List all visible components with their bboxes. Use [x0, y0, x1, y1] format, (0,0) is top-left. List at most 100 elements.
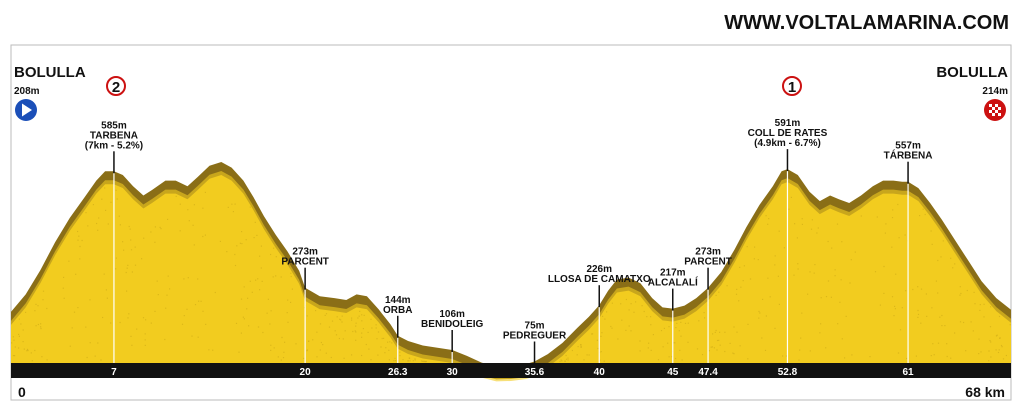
texture-dot — [308, 340, 310, 342]
texture-dot — [604, 318, 606, 320]
texture-dot — [635, 301, 637, 303]
texture-dot — [895, 273, 897, 275]
texture-dot — [306, 350, 308, 352]
texture-dot — [81, 239, 83, 242]
finish-altitude: 214m — [982, 86, 1008, 97]
texture-dot — [130, 239, 132, 241]
texture-dot — [75, 273, 77, 275]
texture-dot — [937, 292, 939, 294]
texture-dot — [743, 265, 745, 267]
texture-dot — [35, 303, 37, 305]
texture-dot — [767, 277, 769, 279]
texture-dot — [167, 275, 169, 277]
texture-dot — [261, 280, 263, 282]
texture-dot — [331, 320, 334, 322]
texture-dot — [738, 300, 740, 302]
texture-dot — [673, 342, 675, 344]
texture-dot — [577, 346, 579, 348]
texture-dot — [714, 331, 716, 333]
texture-dot — [641, 305, 643, 307]
texture-dot — [933, 354, 935, 356]
texture-dot — [193, 204, 195, 206]
texture-dot — [599, 359, 601, 361]
texture-dot — [351, 317, 353, 319]
texture-dot — [68, 260, 70, 262]
texture-dot — [603, 360, 605, 362]
texture-dot — [142, 317, 145, 319]
texture-dot — [790, 196, 792, 198]
texture-dot — [764, 349, 767, 351]
texture-dot — [742, 280, 744, 282]
texture-dot — [22, 341, 24, 343]
texture-dot — [78, 235, 80, 237]
texture-dot — [816, 232, 818, 234]
texture-dot — [389, 341, 391, 343]
terrain-texture — [11, 187, 1011, 363]
distance-axis-bar — [11, 363, 1011, 378]
texture-dot — [712, 333, 714, 335]
site-title[interactable]: WWW.VOLTALAMARINA.COM — [724, 12, 1009, 34]
texture-dot — [12, 355, 15, 357]
distance-tick-label: 30 — [447, 367, 459, 378]
texture-dot — [974, 303, 976, 305]
texture-dot — [354, 330, 356, 332]
texture-dot — [394, 357, 396, 359]
texture-dot — [270, 344, 272, 346]
texture-dot — [904, 234, 906, 236]
texture-dot — [959, 286, 961, 288]
texture-dot — [97, 229, 99, 231]
distance-tick-label: 61 — [902, 367, 914, 378]
texture-dot — [891, 217, 894, 219]
waypoint-note: (4.9km - 6.7%) — [754, 138, 821, 149]
texture-dot — [891, 246, 893, 248]
texture-dot — [186, 308, 188, 310]
texture-dot — [919, 215, 921, 217]
texture-dot — [325, 313, 328, 315]
texture-dot — [768, 218, 770, 220]
texture-dot — [115, 189, 117, 191]
texture-dot — [260, 245, 262, 247]
texture-dot — [716, 339, 719, 342]
texture-dot — [402, 359, 404, 361]
texture-dot — [596, 339, 598, 341]
texture-dot — [101, 198, 103, 200]
texture-dot — [273, 347, 275, 349]
waypoint-alt: 144m — [385, 295, 411, 306]
texture-dot — [355, 331, 357, 333]
texture-dot — [242, 316, 244, 318]
texture-dot — [740, 286, 742, 288]
texture-dot — [115, 268, 117, 270]
texture-dot — [739, 266, 741, 268]
texture-dot — [774, 255, 776, 257]
waypoint-alt: 557m — [895, 141, 921, 152]
texture-dot — [127, 264, 129, 266]
waypoint-alt: 591m — [775, 118, 801, 129]
texture-dot — [231, 203, 233, 205]
texture-dot — [778, 303, 780, 305]
waypoint-name: PARCENT — [684, 257, 732, 268]
texture-dot — [836, 223, 839, 225]
texture-dot — [736, 331, 738, 333]
texture-dot — [1000, 344, 1003, 347]
texture-dot — [718, 291, 720, 293]
texture-dot — [316, 331, 318, 333]
texture-dot — [601, 332, 603, 334]
texture-dot — [950, 357, 952, 359]
texture-dot — [668, 326, 670, 328]
texture-dot — [883, 265, 885, 268]
texture-dot — [788, 208, 790, 210]
texture-dot — [27, 349, 29, 352]
texture-dot — [126, 267, 128, 269]
texture-dot — [597, 347, 599, 350]
texture-dot — [280, 276, 282, 278]
texture-dot — [150, 231, 152, 233]
texture-dot — [925, 293, 927, 295]
texture-dot — [715, 294, 717, 296]
texture-dot — [897, 203, 899, 206]
texture-dot — [845, 315, 847, 317]
texture-dot — [257, 278, 259, 280]
texture-dot — [31, 360, 33, 362]
texture-dot — [583, 359, 585, 361]
texture-dot — [118, 215, 120, 217]
texture-dot — [844, 357, 846, 359]
